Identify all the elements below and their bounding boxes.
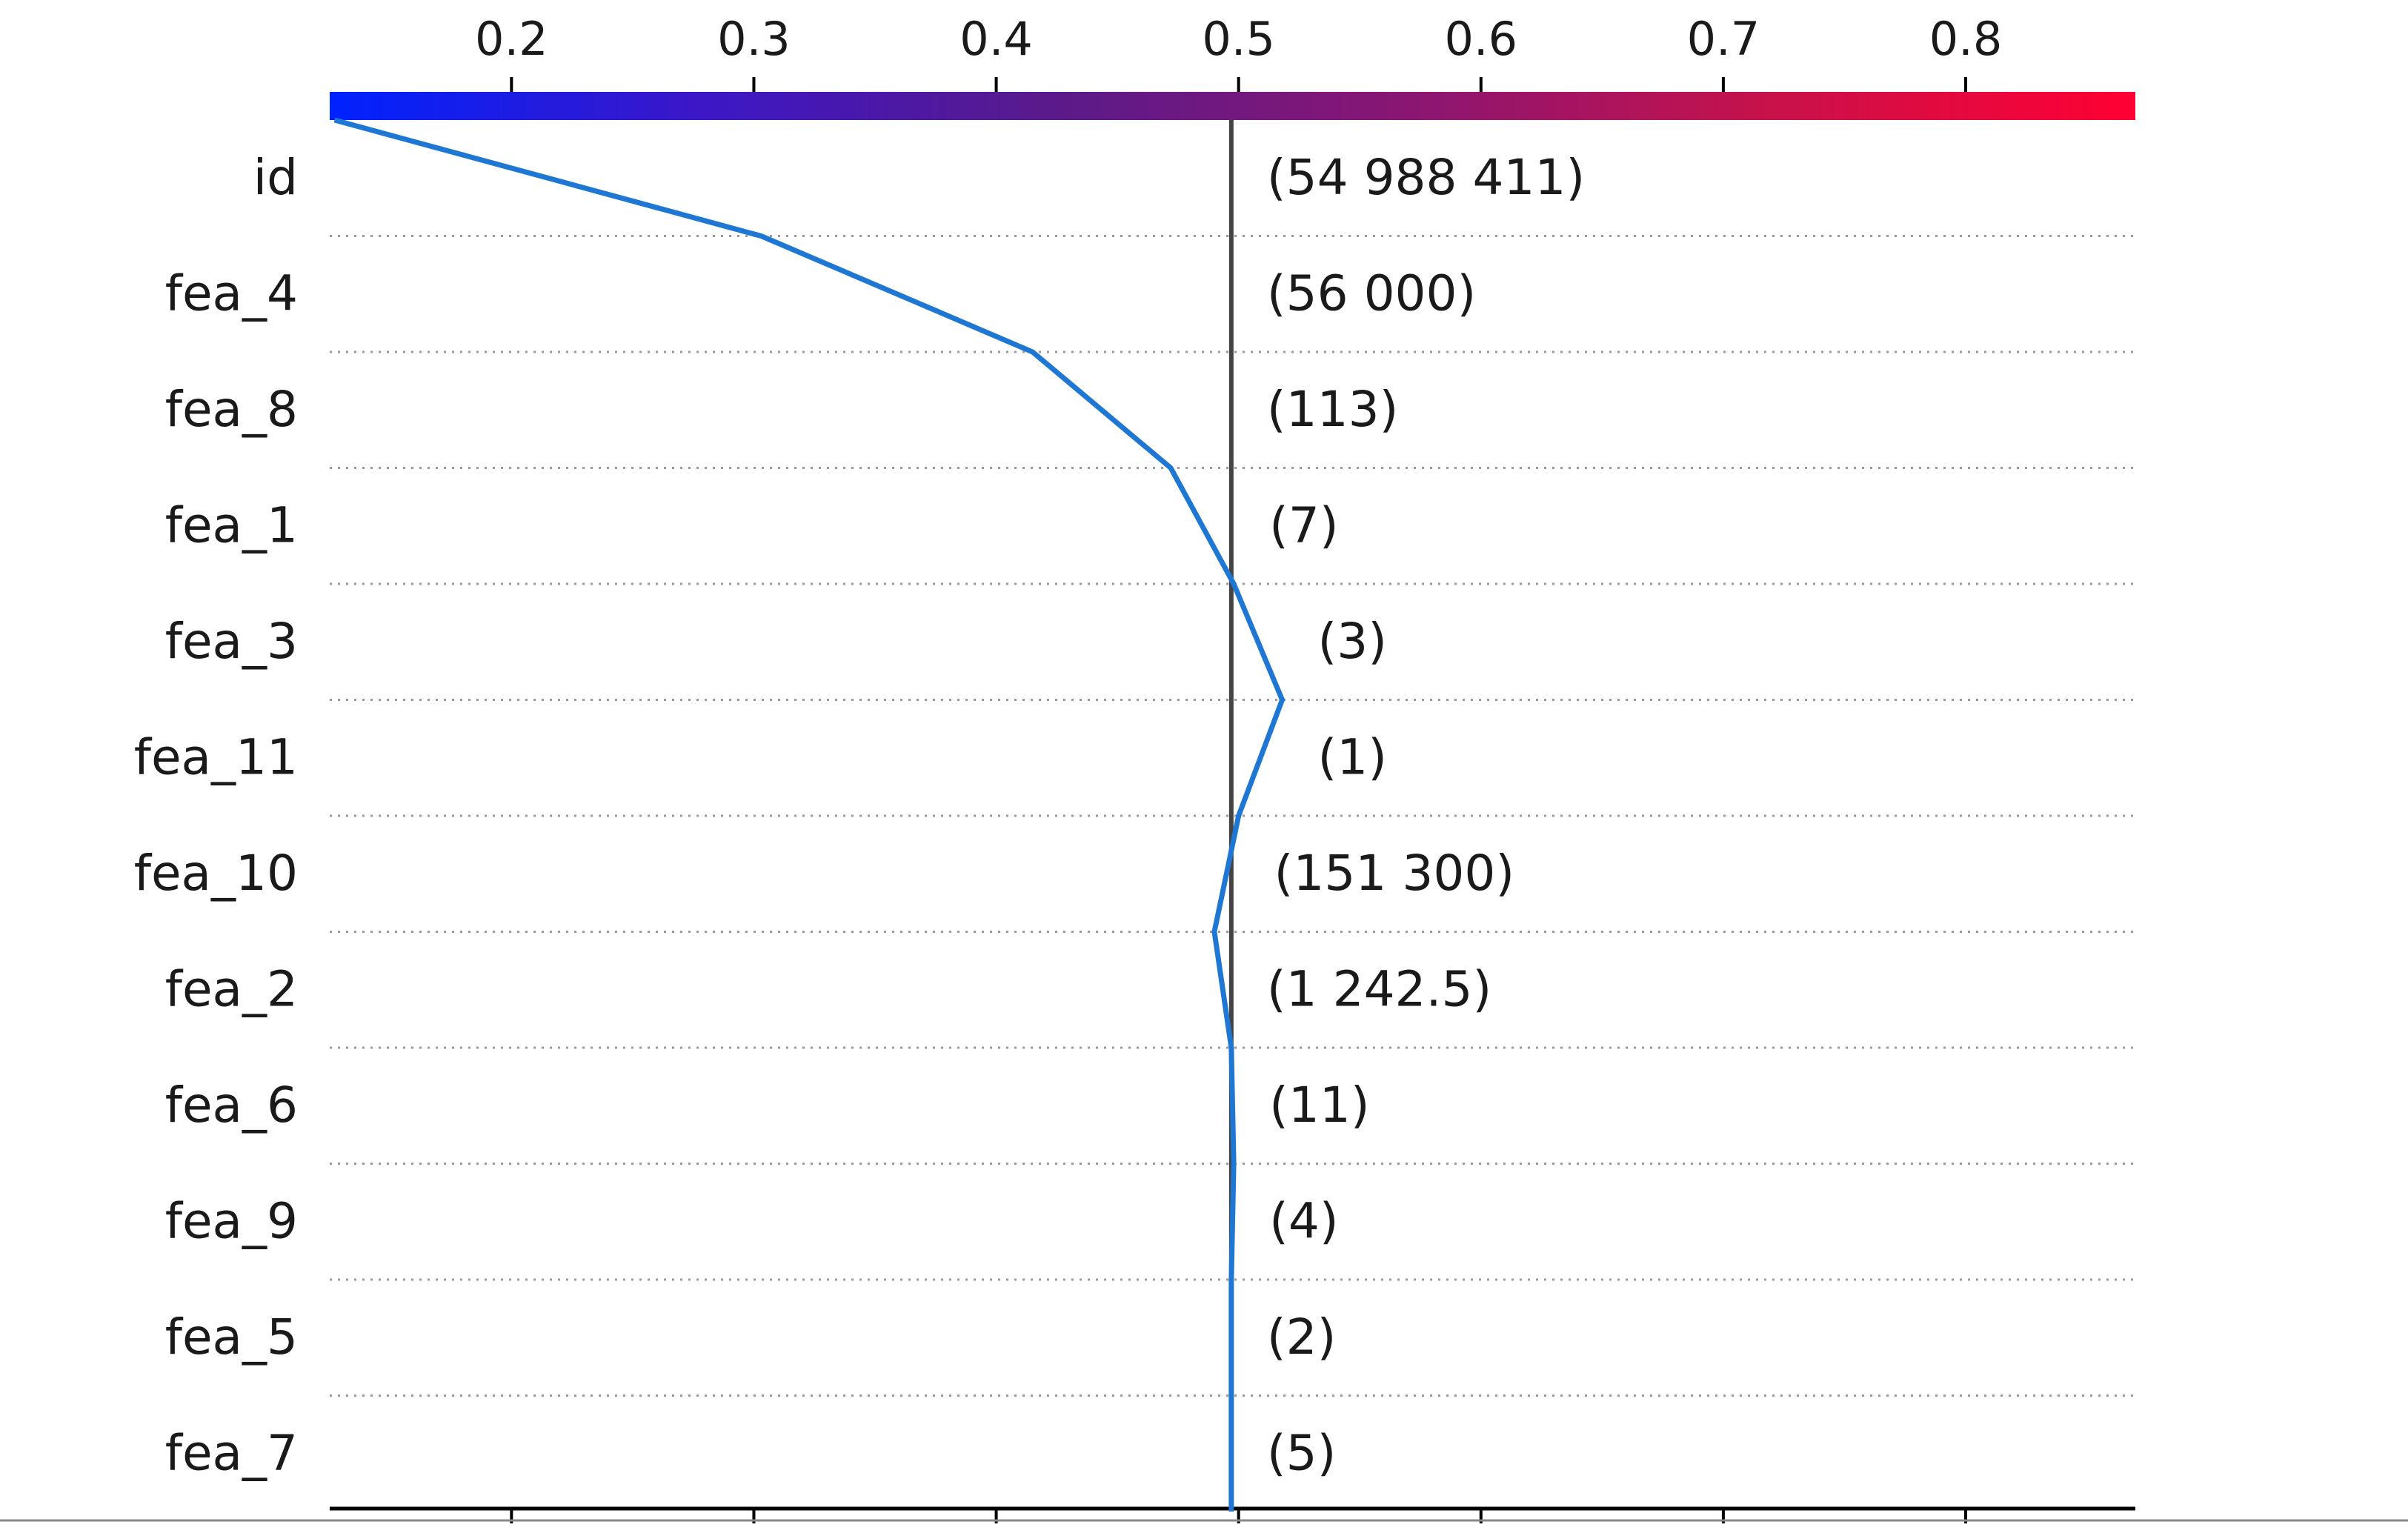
- feature-value-label: (113): [1267, 381, 1398, 438]
- feature-value-label: (11): [1269, 1077, 1369, 1134]
- feature-label: fea_7: [165, 1425, 298, 1482]
- feature-label: fea_5: [165, 1309, 298, 1366]
- x-tick-label: 0.4: [959, 12, 1033, 66]
- feature-label: fea_4: [165, 265, 298, 322]
- feature-label: fea_8: [165, 381, 298, 438]
- colorbar: [330, 92, 2135, 120]
- x-tick-label: 0.2: [475, 12, 548, 66]
- feature-value-label: (54 988 411): [1267, 149, 1585, 206]
- value-labels: (54 988 411) (56 000) (113) (7) (3) (1) (151 3…: [1267, 149, 1585, 1482]
- feature-labels: id fea_4 fea_8 fea_1 fea_3 fea_11 fea_10 fea_2f…: [134, 149, 298, 1482]
- feature-value-label: (3): [1318, 613, 1388, 670]
- x-tick-label: 0.3: [717, 12, 791, 66]
- feature-value-label: (56 000): [1267, 265, 1476, 322]
- feature-label: id: [253, 149, 298, 206]
- x-axis-ticks: 0.2 0.3 0.4 0.5 0.6 0.7 0.8: [475, 12, 2002, 1523]
- x-tick-label: 0.7: [1687, 12, 1760, 66]
- feature-label: fea_10: [134, 845, 298, 902]
- feature-value-label: (1): [1318, 729, 1388, 786]
- feature-label: fea_6: [165, 1077, 298, 1134]
- feature-label: fea_9: [165, 1193, 298, 1250]
- feature-label: fea_11: [134, 729, 298, 786]
- feature-label: fea_3: [165, 613, 298, 670]
- feature-value-label: (5): [1267, 1425, 1337, 1482]
- feature-value-label: (151 300): [1274, 845, 1514, 902]
- x-tick-label: 0.5: [1202, 12, 1275, 66]
- feature-label: fea_1: [165, 497, 298, 554]
- feature-value-label: (4): [1269, 1193, 1339, 1250]
- x-tick-label: 0.8: [1929, 12, 2003, 66]
- feature-label: fea_2: [165, 961, 298, 1018]
- feature-value-label: (7): [1269, 497, 1339, 554]
- feature-value-label: (1 242.5): [1267, 961, 1491, 1018]
- feature-value-label: (2): [1267, 1309, 1337, 1366]
- decision-path-line: [333, 117, 1286, 1512]
- x-tick-label: 0.6: [1444, 12, 1517, 66]
